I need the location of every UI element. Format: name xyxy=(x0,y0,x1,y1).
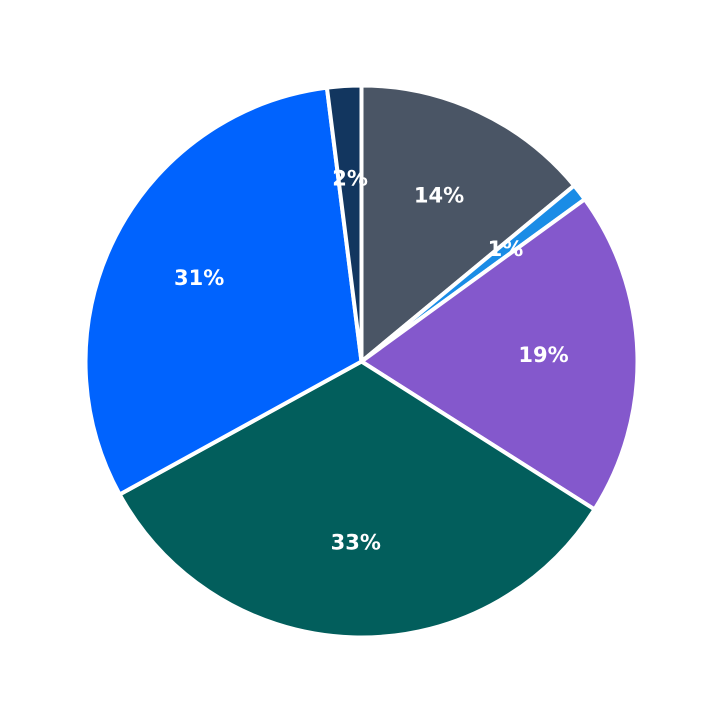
pie-slice-5 xyxy=(324,83,364,364)
pie-slice-0 xyxy=(359,83,577,364)
pie-labels: 14% 1% 19% 33% 31% 2% xyxy=(174,167,569,555)
pie-slice-label-4: 31% xyxy=(174,266,224,290)
pie-slice-4 xyxy=(83,85,364,497)
pie-slice-2 xyxy=(359,197,640,512)
pie-slice-label-3: 33% xyxy=(331,531,381,555)
pie-slice-label-1: 1% xyxy=(488,237,524,261)
pie-slice-label-2: 19% xyxy=(518,343,568,367)
pie-slice-label-0: 14% xyxy=(414,184,464,208)
pie-slice-label-5: 2% xyxy=(332,167,368,191)
pie-slices xyxy=(83,83,640,640)
